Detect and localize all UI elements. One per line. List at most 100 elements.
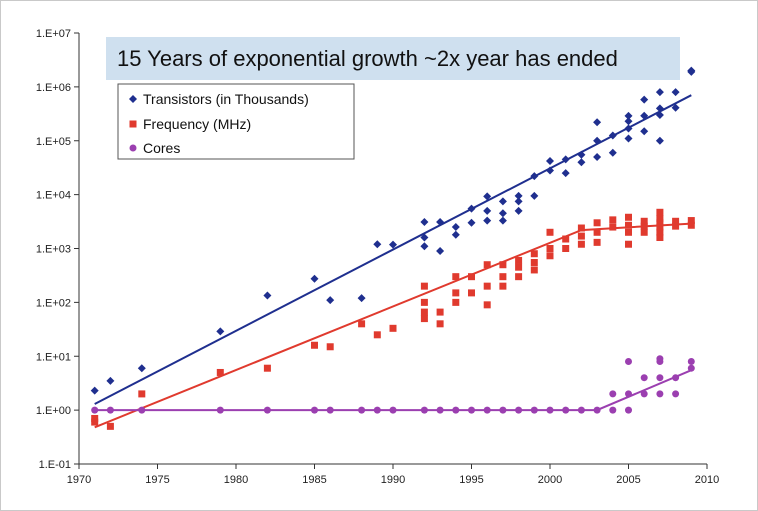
y-tick-label: 1.E-01 xyxy=(39,459,71,471)
frequency-point xyxy=(593,228,601,236)
frequency-point xyxy=(625,228,632,236)
transistor-point xyxy=(436,246,445,255)
transistor-point xyxy=(420,242,429,251)
transistor-point xyxy=(420,218,429,227)
transistor-point xyxy=(90,386,99,395)
cores-point xyxy=(91,406,99,414)
cores-point xyxy=(625,390,632,398)
frequency-point xyxy=(593,238,601,246)
cores-point xyxy=(562,406,570,414)
transistor-point xyxy=(137,364,146,373)
frequency-point xyxy=(656,219,664,227)
y-tick-label: 1.E+02 xyxy=(36,297,71,309)
cores-point xyxy=(263,406,271,414)
cores-point xyxy=(420,406,428,414)
frequency-point xyxy=(625,240,632,248)
data-points xyxy=(90,66,696,430)
y-tick-label: 1.E+05 xyxy=(36,136,71,148)
frequency-point xyxy=(106,422,114,430)
frequency-point xyxy=(483,282,491,290)
transistor-point xyxy=(263,291,272,300)
frequency-point xyxy=(530,250,538,258)
trend-line-transistors xyxy=(94,94,692,405)
frequency-point xyxy=(452,273,460,281)
transistor-point xyxy=(514,197,523,206)
frequency-point xyxy=(546,245,554,252)
transistor-point xyxy=(451,223,460,232)
frequency-point xyxy=(436,320,444,328)
transistor-point xyxy=(624,124,633,133)
cores-point xyxy=(687,357,695,365)
frequency-point xyxy=(499,282,507,290)
legend: Transistors (in Thousands) Frequency (MH… xyxy=(117,83,355,160)
cores-point xyxy=(640,374,648,382)
frequency-point xyxy=(640,217,648,225)
transistor-point xyxy=(655,104,664,113)
transistor-point xyxy=(483,216,492,225)
frequency-point xyxy=(530,266,538,274)
frequency-point xyxy=(420,298,428,306)
legend-label-frequency: Frequency (MHz) xyxy=(143,116,251,132)
transistor-point xyxy=(655,88,664,97)
cores-point xyxy=(625,357,632,365)
transistor-point xyxy=(593,152,602,161)
transistor-point xyxy=(671,88,680,97)
transistor-point xyxy=(577,158,586,167)
cores-point xyxy=(546,406,554,414)
frequency-point xyxy=(562,235,570,243)
legend-marker-frequency xyxy=(129,120,137,128)
cores-point xyxy=(530,406,538,414)
transistor-point xyxy=(624,111,633,120)
frequency-point xyxy=(420,282,428,290)
frequency-point xyxy=(483,301,491,309)
title-background xyxy=(106,37,680,80)
frequency-point xyxy=(609,216,617,224)
frequency-point xyxy=(656,215,664,223)
transistor-point xyxy=(655,136,664,145)
frequency-point xyxy=(499,273,507,281)
x-tick-label: 1995 xyxy=(459,474,483,486)
frequency-point xyxy=(138,390,146,398)
transistor-point xyxy=(593,136,602,145)
transistor-point xyxy=(451,230,460,239)
frequency-point xyxy=(373,331,381,339)
legend-label-transistors: Transistors (in Thousands) xyxy=(143,91,309,107)
frequency-point xyxy=(452,298,460,306)
transistor-point xyxy=(608,148,617,157)
x-axis-ticks: 1970 1975 1980 1985 1990 1995 2000 2005 2010 xyxy=(67,464,719,486)
transistor-point xyxy=(514,191,523,200)
transistor-point xyxy=(498,209,507,218)
frequency-point xyxy=(656,228,664,236)
legend-markers xyxy=(129,95,137,152)
cores-point xyxy=(656,390,664,398)
cores-point xyxy=(373,406,381,414)
transistor-point xyxy=(546,166,554,175)
transistor-point xyxy=(624,117,633,126)
frequency-point xyxy=(562,245,570,252)
cores-point xyxy=(625,406,632,414)
cores-point xyxy=(687,364,695,372)
transistor-point xyxy=(640,127,649,136)
frequency-point xyxy=(546,252,554,260)
frequency-point xyxy=(593,219,601,227)
frequency-point xyxy=(672,222,680,230)
y-axis-ticks: 1.E-01 1.E+00 1.E+01 1.E+02 1.E+03 1.E+04 1.E+… xyxy=(36,28,79,471)
frequency-point xyxy=(625,221,632,229)
x-tick-label: 2000 xyxy=(538,474,562,486)
cores-point xyxy=(499,406,507,414)
frequency-point xyxy=(91,418,99,426)
frequency-point xyxy=(468,273,475,281)
cores-point xyxy=(468,406,475,414)
frequency-point xyxy=(452,289,460,297)
y-tick-label: 1.E+04 xyxy=(36,190,71,202)
y-tick-label: 1.E+01 xyxy=(36,351,71,363)
frequency-point xyxy=(687,217,695,225)
chart-title: 15 Years of exponential growth ~2x year … xyxy=(117,46,618,71)
frequency-point xyxy=(311,341,318,349)
x-tick-label: 1975 xyxy=(145,474,169,486)
frequency-point xyxy=(91,414,99,422)
transistor-point xyxy=(483,206,492,215)
frequency-point xyxy=(577,240,585,248)
cores-point xyxy=(358,406,366,414)
frequency-point xyxy=(515,273,523,281)
